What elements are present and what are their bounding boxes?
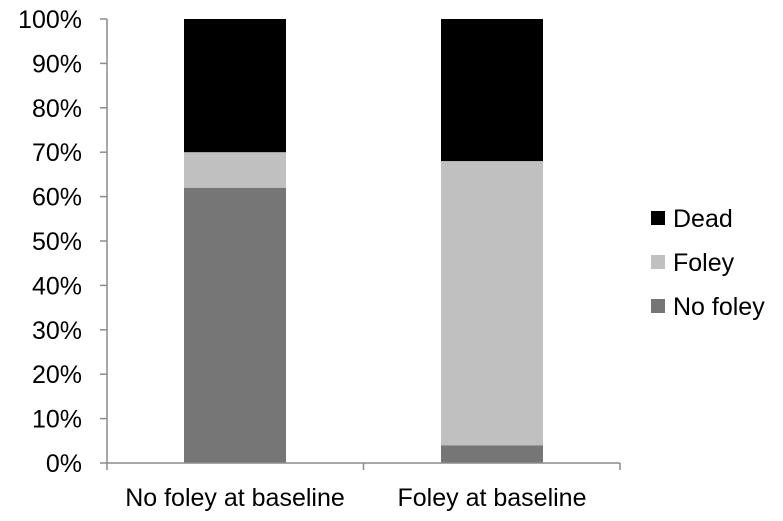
category-label: No foley at baseline	[125, 484, 345, 512]
y-tick-label: 20%	[32, 361, 82, 389]
y-tick-label: 50%	[32, 228, 82, 256]
bar-segment-dead-2	[441, 19, 543, 162]
legend-label: Dead	[673, 205, 733, 233]
y-tick-label: 70%	[32, 139, 82, 167]
y-tick-label: 90%	[32, 50, 82, 78]
bar-segment-no-foley-1	[184, 187, 286, 463]
category-labels: No foley at baseline Foley at baseline	[125, 484, 586, 512]
legend-swatch	[651, 211, 665, 225]
bar-segment-foley-2	[441, 161, 543, 446]
legend: Dead Foley No foley	[651, 205, 765, 321]
legend-label: Foley	[673, 249, 735, 277]
bar-segment-dead-1	[184, 19, 286, 153]
y-tick-label: 30%	[32, 317, 82, 345]
bars-group	[184, 19, 543, 463]
axes-group	[100, 18, 621, 470]
legend-swatch	[651, 255, 665, 269]
legend-label: No foley	[673, 293, 765, 321]
y-tick-label: 80%	[32, 95, 82, 123]
y-tick-label: 0%	[46, 450, 82, 478]
y-tick-label: 60%	[32, 184, 82, 212]
bar-segment-foley-1	[184, 152, 286, 188]
y-tick-label: 100%	[18, 6, 82, 34]
y-tick-label: 10%	[32, 406, 82, 434]
legend-swatch	[651, 299, 665, 313]
category-label: Foley at baseline	[397, 484, 586, 512]
y-tick-labels: 0% 10% 20% 30% 40% 50% 60% 70% 80% 90% 100%	[18, 6, 82, 478]
y-tick-label: 40%	[32, 272, 82, 300]
bar-segment-no-foley-2	[441, 445, 543, 463]
